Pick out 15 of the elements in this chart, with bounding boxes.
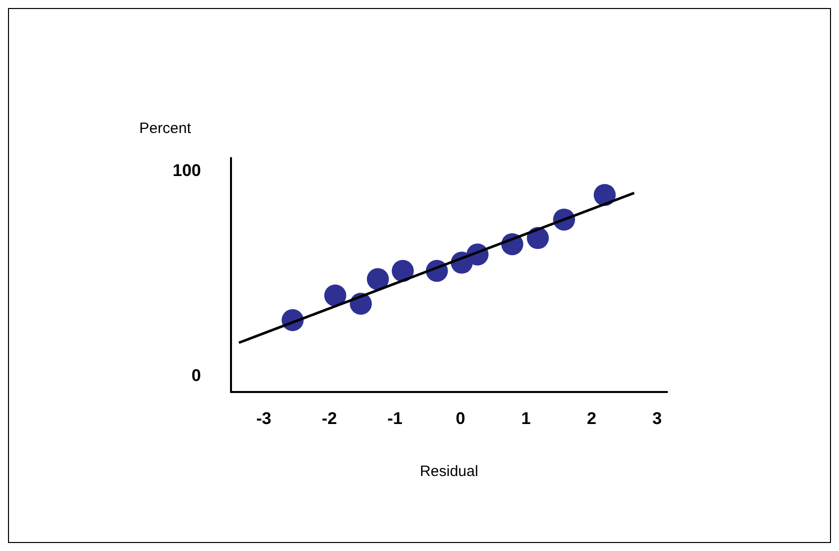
- point: [366, 268, 389, 290]
- x-tick-label: -3: [256, 409, 272, 428]
- point: [324, 284, 346, 307]
- point: [594, 184, 616, 206]
- x-axis-title: Residual: [420, 463, 478, 480]
- x-tick-label: 0: [456, 409, 466, 428]
- x-tick-label: -2: [322, 409, 337, 428]
- y-tick-label: 100: [172, 160, 201, 180]
- x-tick-label: 2: [586, 409, 596, 428]
- point: [392, 260, 414, 282]
- x-tick-label: -1: [387, 409, 402, 428]
- x-tick-label: 1: [521, 409, 531, 428]
- point: [526, 227, 549, 250]
- x-tick-label: 3: [652, 409, 662, 428]
- y-axis-title: Percent: [139, 120, 192, 137]
